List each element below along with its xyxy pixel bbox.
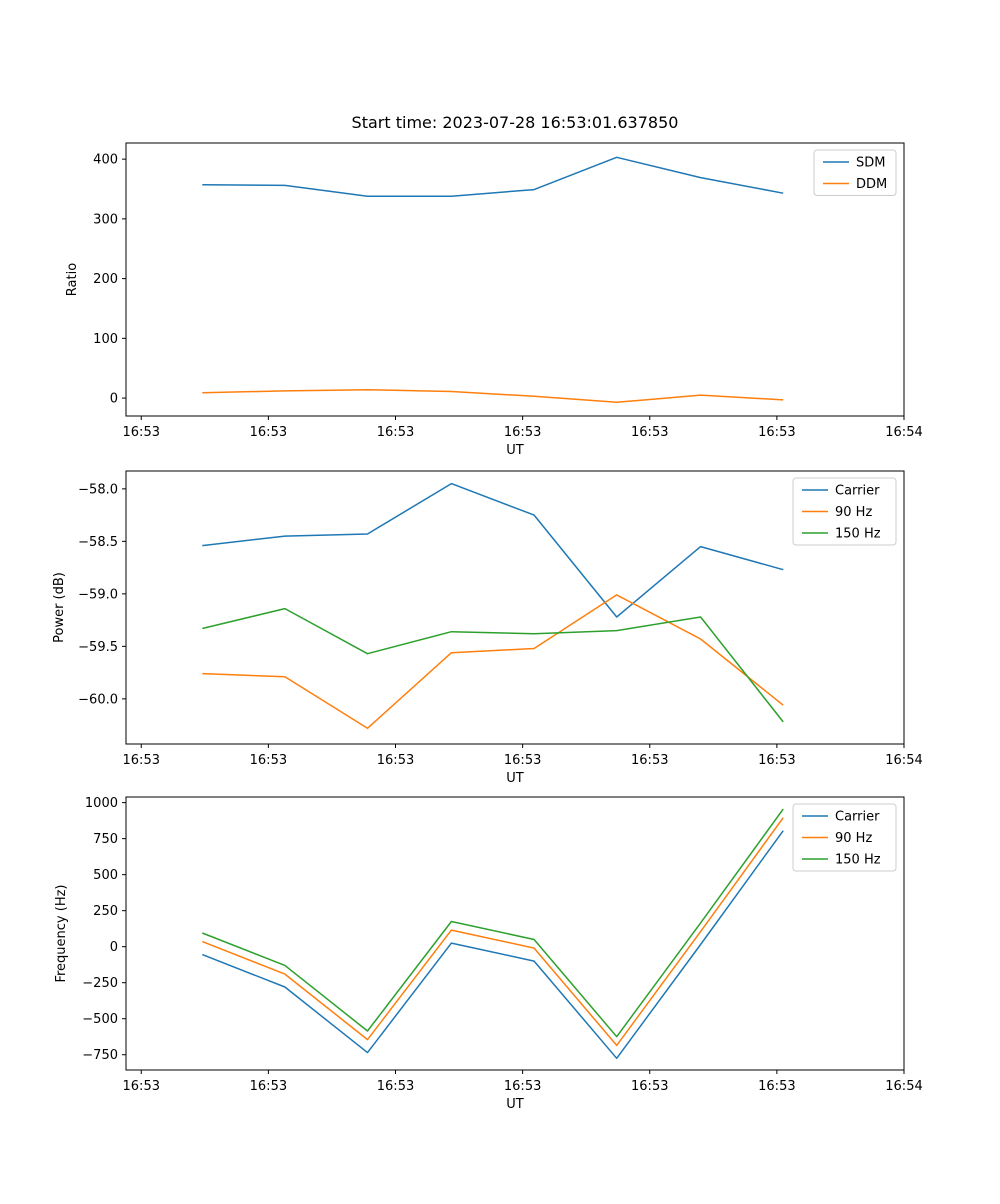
90hz-line [202, 817, 784, 1047]
x-axis-label: UT [506, 1097, 524, 1112]
x-tick-label: 16:53 [377, 1079, 414, 1094]
x-tick-label: 16:53 [631, 753, 668, 768]
x-tick-label: 16:53 [631, 425, 668, 440]
plot-border [125, 142, 905, 417]
y-axis-label: Power (dB) [52, 572, 67, 643]
y-tick-label: 0 [110, 392, 118, 407]
x-axis-label: UT [506, 443, 524, 458]
carrier-line [202, 482, 784, 618]
sdm-line [202, 156, 784, 197]
legend-label-90hz: 90 Hz [835, 505, 872, 520]
x-tick-label: 16:53 [631, 1079, 668, 1094]
y-tick-label: −250 [82, 976, 118, 991]
x-tick-label: 16:54 [885, 753, 922, 768]
x-tick-label: 16:53 [377, 425, 414, 440]
ddm-line [202, 388, 784, 404]
x-axis-label: UT [506, 771, 524, 786]
y-tick-label: −59.5 [78, 640, 118, 655]
x-tick-label: 16:53 [758, 753, 795, 768]
legend-label-ddm: DDM [856, 177, 887, 192]
legend-label-150hz: 150 Hz [835, 527, 881, 542]
x-tick-label: 16:53 [123, 1079, 160, 1094]
x-tick-label: 16:53 [250, 1079, 287, 1094]
90hz-line [202, 594, 784, 730]
legend-label-sdm: SDM [856, 156, 885, 171]
legend-label-150hz: 150 Hz [835, 853, 881, 868]
y-tick-label: −500 [82, 1012, 118, 1027]
plots-root: 16:53 16:53 16:53 16:53 16:53 16:53 16:54 0 100 2… [52, 142, 923, 1112]
x-tick-label: 16:53 [123, 753, 160, 768]
y-axis-label: Frequency (Hz) [54, 884, 69, 982]
x-tick-label: 16:53 [250, 753, 287, 768]
legend-box [792, 477, 897, 546]
x-tick-label: 16:54 [885, 1079, 922, 1094]
y-tick-label: −750 [82, 1048, 118, 1063]
carrier-line [202, 830, 784, 1060]
legend-box [792, 803, 897, 872]
figure-title: Start time: 2023-07-28 16:53:01.637850 [352, 113, 679, 132]
y-tick-label: 1000 [85, 796, 118, 811]
legend-label-90hz: 90 Hz [835, 831, 872, 846]
x-tick-label: 16:53 [504, 1079, 541, 1094]
y-tick-label: −58.5 [78, 535, 118, 550]
subplot-ratio: 16:53 16:53 16:53 16:53 16:53 16:53 16:54 0 100 2… [65, 142, 923, 458]
y-tick-label: 400 [93, 153, 118, 168]
legend: SDM DDM [813, 149, 897, 196]
y-tick-label: 0 [110, 940, 118, 955]
y-tick-label: 500 [93, 868, 118, 883]
legend: Carrier 90 Hz 150 Hz [792, 803, 897, 872]
y-tick-label: −59.0 [78, 587, 118, 602]
y-tick-label: 250 [93, 904, 118, 919]
150hz-line [202, 607, 784, 723]
y-tick-label: 750 [93, 832, 118, 847]
plot-border [125, 796, 905, 1071]
x-tick-label: 16:53 [250, 425, 287, 440]
x-tick-label: 16:53 [758, 425, 795, 440]
x-tick-label: 16:53 [504, 753, 541, 768]
legend: Carrier 90 Hz 150 Hz [792, 477, 897, 546]
legend-label-carrier: Carrier [835, 484, 880, 499]
subplot-frequencyhz: 16:53 16:53 16:53 16:53 16:53 16:53 16:54 −750 −… [54, 796, 923, 1112]
plot-border [125, 470, 905, 745]
y-tick-label: −58.0 [78, 482, 118, 497]
150hz-line [202, 808, 784, 1038]
x-tick-label: 16:54 [885, 425, 922, 440]
x-tick-label: 16:53 [758, 1079, 795, 1094]
x-tick-label: 16:53 [504, 425, 541, 440]
y-tick-label: 200 [93, 272, 118, 287]
y-tick-label: 100 [93, 332, 118, 347]
y-tick-label: 300 [93, 212, 118, 227]
x-tick-label: 16:53 [377, 753, 414, 768]
x-tick-label: 16:53 [123, 425, 160, 440]
legend-label-carrier: Carrier [835, 810, 880, 825]
y-tick-label: −60.0 [78, 692, 118, 707]
y-axis-label: Ratio [65, 263, 80, 296]
subplot-powerdb: 16:53 16:53 16:53 16:53 16:53 16:53 16:54 −60.0… [52, 470, 923, 786]
